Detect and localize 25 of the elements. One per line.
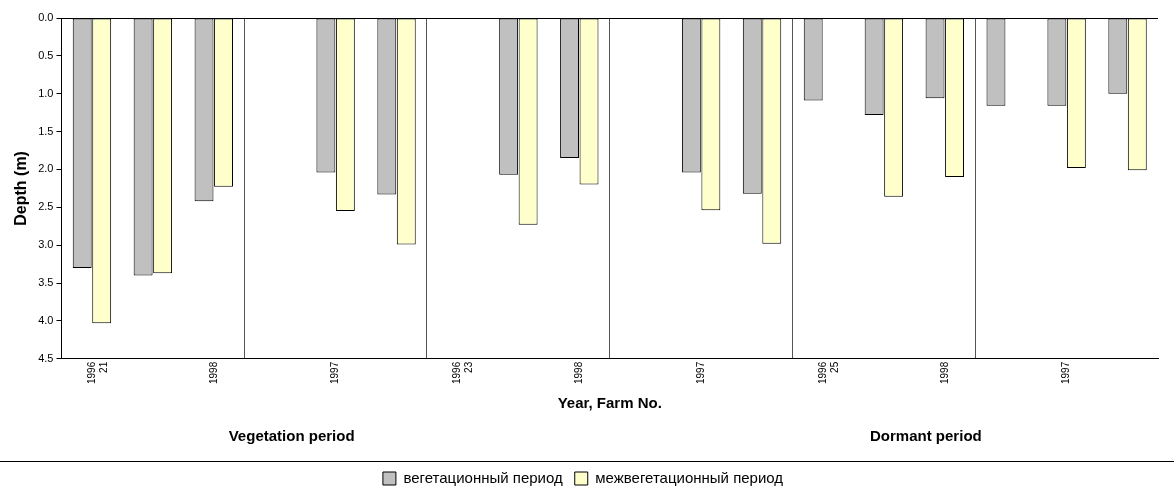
y-tick-label: 2.5: [38, 200, 54, 213]
x-tick-label: 1998: [207, 361, 219, 384]
y-tick-label: 4.5: [38, 351, 54, 364]
x-tick-label: 1998: [573, 361, 585, 384]
x-tick-label: 1998: [938, 361, 950, 384]
x-tick-label: 1996 21: [85, 361, 109, 384]
y-tick-label: 4.0: [38, 313, 54, 326]
x-tick-label: 1996 23: [451, 361, 475, 384]
x-tick-label: 1997: [694, 361, 706, 384]
y-tick-label: 2.0: [38, 162, 54, 175]
x-tick-label: 1996 25: [816, 361, 840, 384]
text: Vegetation period: [228, 427, 355, 445]
y-tick-label: 3.5: [38, 276, 54, 289]
y-tick-label: 1.5: [38, 124, 54, 137]
y-tick-label: 0.0: [38, 11, 54, 24]
y-axis-title: Depth (m): [12, 151, 30, 226]
y-tick-label: 3.0: [38, 238, 54, 251]
x-tick-label: 1997: [329, 361, 341, 384]
text: Dormant period: [870, 427, 982, 445]
y-tick-label: 0.5: [38, 48, 54, 61]
legend-label: межвегетационный период: [595, 468, 784, 486]
x-axis-title: Year, Farm No.: [557, 394, 662, 412]
y-tick-label: 1.0: [38, 86, 54, 99]
legend-label: вегетационный период: [403, 468, 563, 486]
x-tick-label: 1997: [1060, 361, 1072, 384]
